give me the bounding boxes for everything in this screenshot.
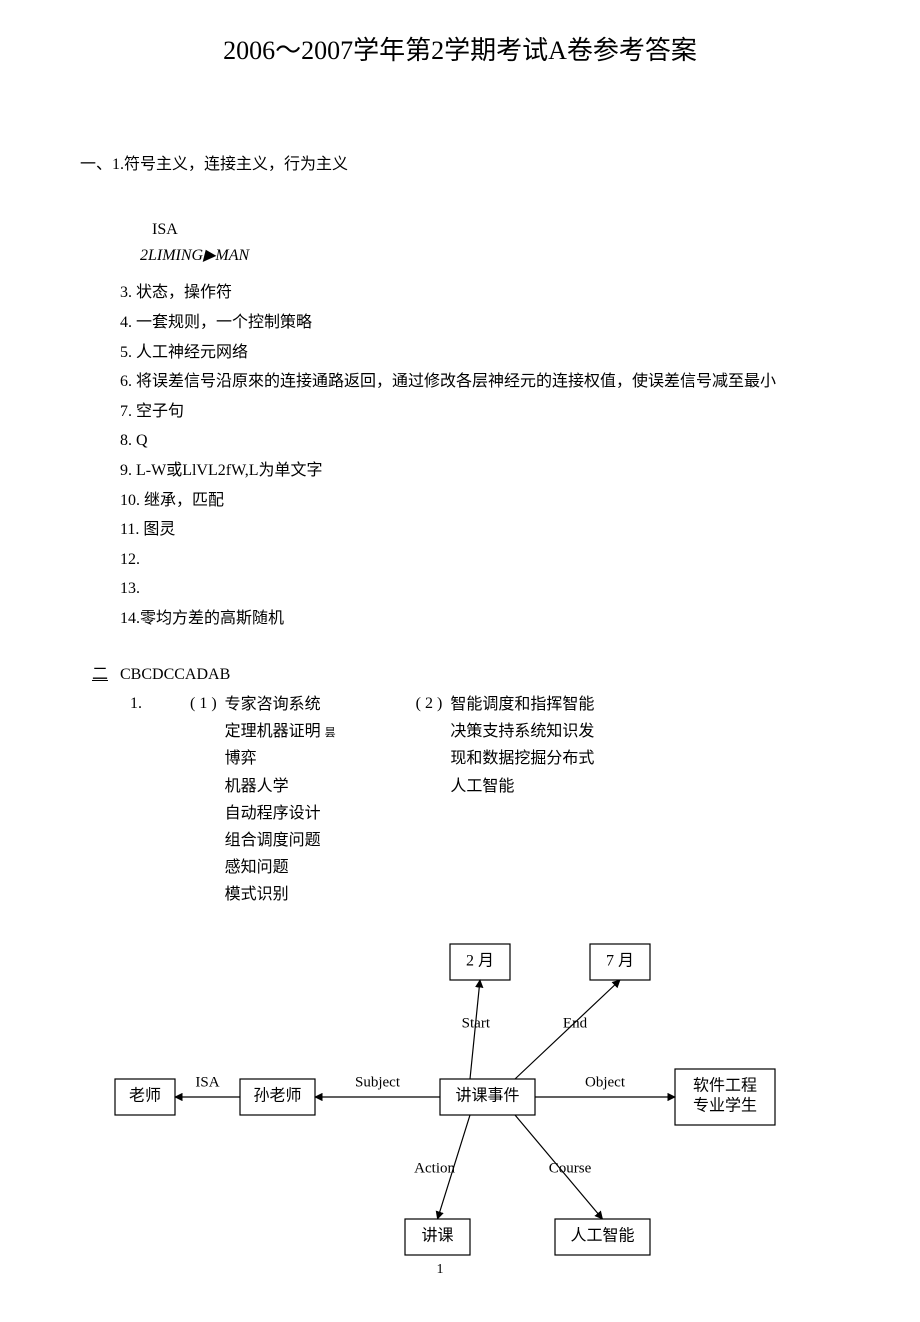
svg-text:7 月: 7 月 <box>606 952 634 969</box>
q1-text: 符号主义，连接主义，行为主义 <box>124 156 348 173</box>
c1-i1: 定理机器证明 昙 <box>225 718 336 745</box>
paren-1: ( 1 ) <box>190 691 217 717</box>
isa-label: ISA <box>152 217 840 243</box>
item-14: 14.零均方差的高斯随机 <box>120 606 840 632</box>
c1-i6: 感知问题 <box>225 854 336 881</box>
c1-i4: 自动程序设计 <box>225 800 336 827</box>
item-3: 3. 状态，操作符 <box>120 280 840 306</box>
q2-block: ISA 2LIMING▶MAN <box>140 217 840 268</box>
semantic-network-diagram: 2 月 7 月老师 孙老师 讲课事件 软件工程专业学生讲课 人工智能 Start End Sub… <box>80 929 840 1278</box>
q1-line: 一、1.符号主义，连接主义，行为主义 <box>80 152 840 178</box>
item-5: 5. 人工神经元网络 <box>120 340 840 366</box>
c1-i7: 模式识别 <box>225 881 336 908</box>
svg-text:2 月: 2 月 <box>466 952 494 969</box>
col-1-items: 专家咨询系统 定理机器证明 昙 博弈 机器人学 自动程序设计 组合调度问题 感知… <box>225 691 336 909</box>
q3-row: 1. ( 1 ) 专家咨询系统 定理机器证明 昙 博弈 机器人学 自动程序设计 … <box>120 691 840 909</box>
item-8: 8. Q <box>120 428 840 454</box>
svg-text:End: End <box>563 1015 588 1031</box>
item-4: 4. 一套规则，一个控制策略 <box>120 310 840 336</box>
section-2-content: CBCDCCADAB 1. ( 1 ) 专家咨询系统 定理机器证明 昙 博弈 机… <box>120 662 840 909</box>
svg-text:软件工程: 软件工程 <box>693 1076 757 1094</box>
paren-2: ( 2 ) <box>416 691 443 717</box>
svg-text:讲课: 讲课 <box>421 1226 453 1244</box>
c1-i2: 博弈 <box>225 745 336 772</box>
item-6: 6. 将误差信号沿原來的连接通路返回，通过修改各层神经元的连接权值，使误差信号减… <box>80 369 840 395</box>
svg-text:Object: Object <box>585 1074 626 1090</box>
item-10: 10. 继承，匹配 <box>120 488 840 514</box>
svg-text:讲课事件: 讲课事件 <box>455 1086 519 1104</box>
c2-i0: 智能调度和指挥智能 <box>450 691 594 718</box>
c2-i3: 人工智能 <box>450 773 594 800</box>
q3-num: 1. <box>120 691 190 717</box>
mc-answers: CBCDCCADAB <box>120 662 840 688</box>
section-1: 一、1.符号主义，连接主义，行为主义 ISA 2LIMING▶MAN 3. 状态… <box>80 152 840 632</box>
list-block: 3. 状态，操作符 4. 一套规则，一个控制策略 5. 人工神经元网络 6. 将… <box>120 280 840 631</box>
section-2: 二 CBCDCCADAB 1. ( 1 ) 专家咨询系统 定理机器证明 昙 博弈… <box>80 662 840 909</box>
diagram-svg: 2 月 7 月老师 孙老师 讲课事件 软件工程专业学生讲课 人工智能 Start End Sub… <box>80 929 800 1269</box>
c1-i3: 机器人学 <box>225 773 336 800</box>
item-13: 13. <box>120 576 840 602</box>
svg-text:Subject: Subject <box>355 1074 401 1090</box>
svg-text:人工智能: 人工智能 <box>570 1226 634 1244</box>
col-2-items: 智能调度和指挥智能 决策支持系统知识发 现和数据挖掘分布式 人工智能 <box>450 691 594 800</box>
svg-text:老师: 老师 <box>129 1086 161 1104</box>
col-2: ( 2 ) 智能调度和指挥智能 决策支持系统知识发 现和数据挖掘分布式 人工智能 <box>416 691 595 909</box>
item-9: 9. L-W或LlVL2fW,L为单文字 <box>120 458 840 484</box>
item-7: 7. 空子句 <box>120 399 840 425</box>
q3-cols: ( 1 ) 专家咨询系统 定理机器证明 昙 博弈 机器人学 自动程序设计 组合调… <box>190 691 594 909</box>
c1-i0: 专家咨询系统 <box>225 691 336 718</box>
section-2-label: 二 <box>80 662 120 688</box>
c1-i5: 组合调度问题 <box>225 827 336 854</box>
svg-text:Course: Course <box>549 1160 592 1176</box>
svg-text:专业学生: 专业学生 <box>693 1096 757 1114</box>
c2-i1: 决策支持系统知识发 <box>450 718 594 745</box>
page-title: 2006～2007学年第2学期考试A卷参考答案 <box>80 30 840 72</box>
svg-text:孙老师: 孙老师 <box>253 1086 301 1104</box>
c2-i2: 现和数据挖掘分布式 <box>450 745 594 772</box>
svg-text:Action: Action <box>414 1160 455 1176</box>
col-1: ( 1 ) 专家咨询系统 定理机器证明 昙 博弈 机器人学 自动程序设计 组合调… <box>190 691 336 909</box>
liming-line: 2LIMING▶MAN <box>140 243 840 269</box>
svg-text:ISA: ISA <box>195 1074 219 1090</box>
item-11: 11. 图灵 <box>120 517 840 543</box>
q1-prefix: 一、1. <box>80 156 124 173</box>
svg-text:Start: Start <box>462 1015 491 1031</box>
item-12: 12. <box>120 547 840 573</box>
